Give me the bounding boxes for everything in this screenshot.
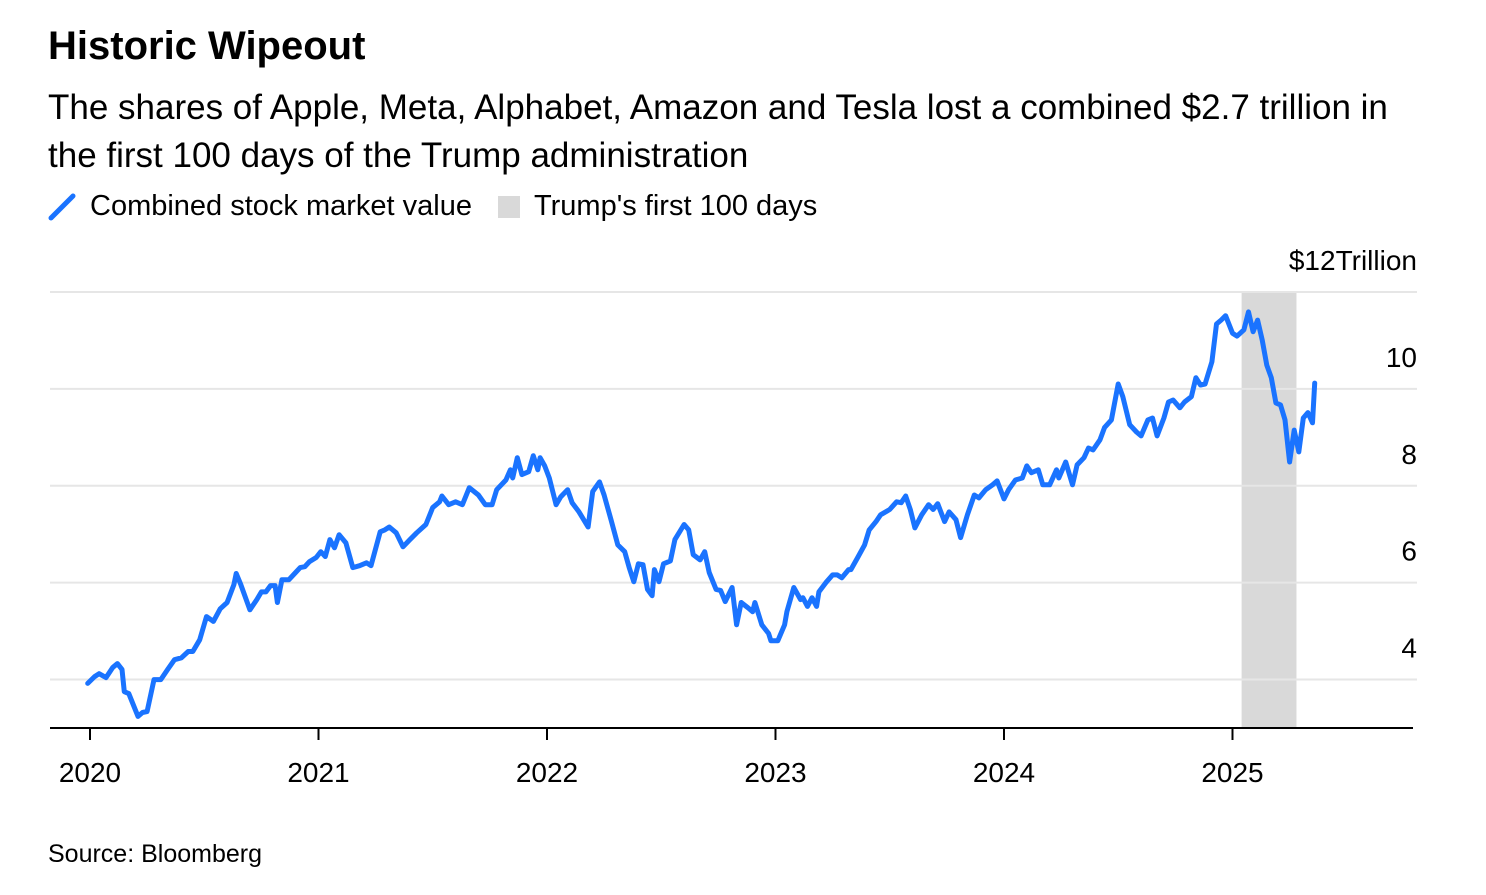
legend-item: Trump's first 100 days — [498, 190, 817, 223]
x-tick-label: 2024 — [973, 757, 1035, 788]
x-tick-label: 2021 — [287, 757, 349, 788]
source: Source: Bloomberg — [48, 840, 263, 868]
x-tick-label: 2023 — [744, 757, 806, 788]
x-tick-label: 2020 — [59, 757, 121, 788]
y-tick-label: $12Trillion — [1289, 245, 1417, 276]
y-tick-label: 8 — [1401, 439, 1417, 470]
legend-item: Combined stock market value — [48, 190, 472, 223]
legend: Combined stock market value Trump's firs… — [48, 190, 843, 223]
x-tick-label: 2025 — [1201, 757, 1263, 788]
data-line — [85, 309, 1318, 719]
legend-swatch — [48, 193, 76, 220]
chart-title: Historic Wipeout — [48, 24, 366, 68]
legend-label: Combined stock market value — [90, 190, 472, 222]
y-tick-label: 4 — [1401, 633, 1417, 664]
legend-swatch — [498, 195, 520, 218]
legend-line — [48, 193, 76, 220]
y-tick-label: 6 — [1401, 536, 1417, 567]
legend-label: Trump's first 100 days — [534, 190, 818, 222]
x-tick-label: 2022 — [516, 757, 578, 788]
chart-subtitle: The shares of Apple, Meta, Alphabet, Ama… — [48, 88, 1388, 175]
y-tick-label: 10 — [1386, 342, 1417, 373]
highlight-band — [1241, 292, 1297, 728]
